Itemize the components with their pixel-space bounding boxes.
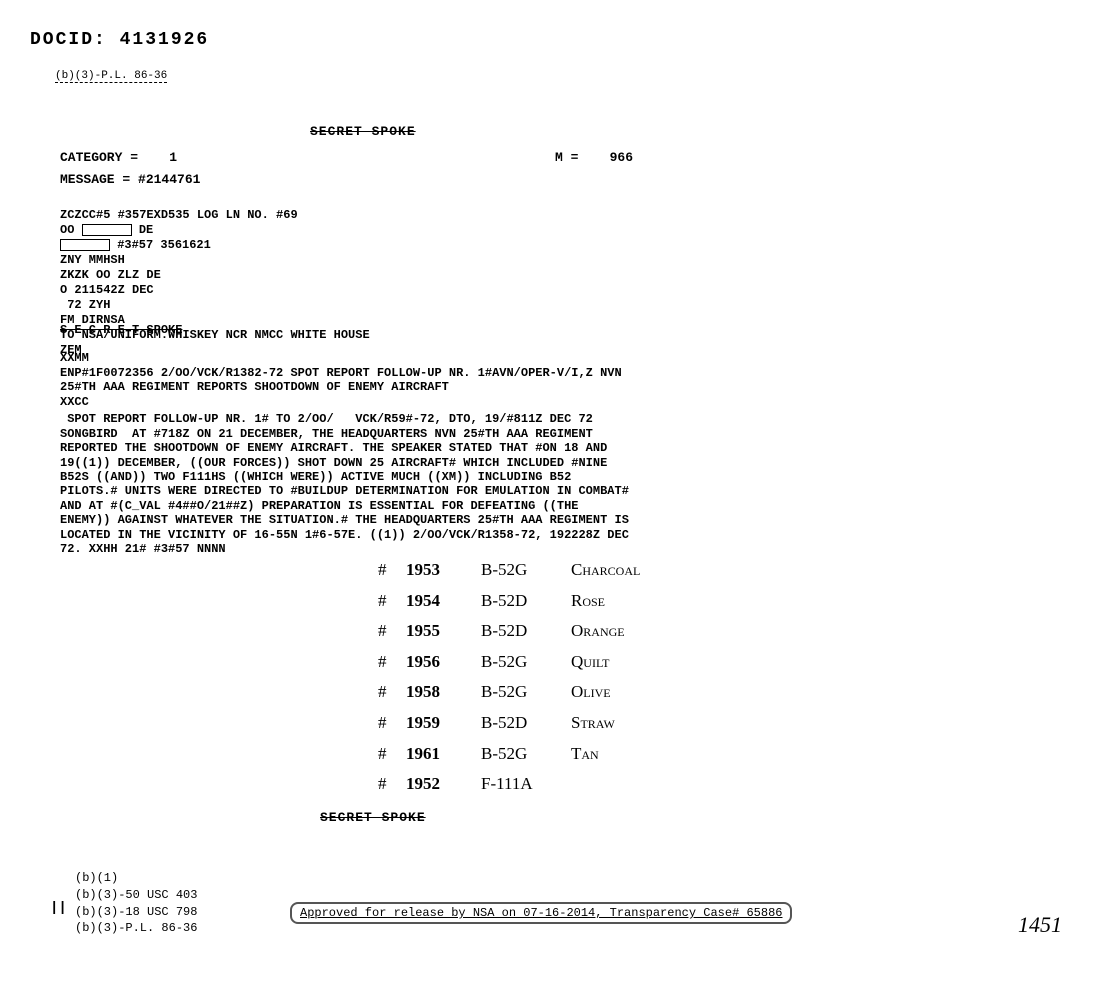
xxmm-line: XXMM [60, 351, 89, 365]
list-item: # 1959 B-52D Straw [378, 708, 640, 739]
list-item: # 1953 B-52G Charcoal [378, 555, 640, 586]
aircraft-model: B-52D [481, 586, 571, 617]
hash-mark: # [378, 739, 406, 770]
code-name: Charcoal [571, 555, 640, 586]
exemption-line: (b)(1) [75, 870, 197, 887]
report-line: 72. XXHH 21# #3#57 NNNN [60, 542, 226, 556]
item-number: 1958 [406, 677, 481, 708]
message-value: #2144761 [138, 172, 200, 187]
item-number: 1954 [406, 586, 481, 617]
category-field: CATEGORY = 1 [60, 150, 177, 165]
code-name: Orange [571, 616, 625, 647]
classification-bottom: SECRET SPOKE [320, 810, 426, 825]
item-number: 1953 [406, 555, 481, 586]
hash-mark: # [378, 677, 406, 708]
hash-mark: # [378, 586, 406, 617]
approval-stamp: Approved for release by NSA on 07-16-201… [290, 902, 792, 924]
item-number: 1959 [406, 708, 481, 739]
list-item: # 1961 B-52G Tan [378, 739, 640, 770]
category-value: 1 [169, 150, 177, 165]
list-item: # 1956 B-52G Quilt [378, 647, 640, 678]
item-number: 1961 [406, 739, 481, 770]
message-label: MESSAGE = [60, 172, 130, 187]
routing-line: 72 ZYH [60, 298, 110, 312]
routing-line: OO [60, 223, 74, 237]
aircraft-model: B-52G [481, 739, 571, 770]
tick-marks: || [50, 900, 67, 916]
code-name: Quilt [571, 647, 610, 678]
routing-line: ZCZCC#5 #357EXD535 LOG LN NO. #69 [60, 208, 298, 222]
item-number: 1952 [406, 769, 481, 800]
aircraft-model: B-52G [481, 555, 571, 586]
code-name: Straw [571, 708, 615, 739]
report-line: SPOT REPORT FOLLOW-UP NR. 1# TO 2/OO/ VC… [60, 412, 593, 426]
doc-id: DOCID: 4131926 [30, 30, 209, 50]
exemption-line: (b)(3)-18 USC 798 [75, 904, 197, 921]
top-redaction-label: (b)(3)-P.L. 86-36 [55, 70, 167, 83]
code-name: Tan [571, 739, 599, 770]
xxmm-line: ENP#1F0072356 2/OO/VCK/R1382-72 SPOT REP… [60, 366, 622, 380]
list-item: # 1954 B-52D Rose [378, 586, 640, 617]
aircraft-model: B-52G [481, 647, 571, 678]
hash-mark: # [378, 708, 406, 739]
routing-line: DE [139, 223, 153, 237]
hash-mark: # [378, 616, 406, 647]
exemptions-block: (b)(1) (b)(3)-50 USC 403 (b)(3)-18 USC 7… [75, 870, 197, 937]
list-item: # 1955 B-52D Orange [378, 616, 640, 647]
exemption-line: (b)(3)-P.L. 86-36 [75, 920, 197, 937]
report-line: ENEMY)) AGAINST WHATEVER THE SITUATION.#… [60, 513, 629, 527]
aircraft-model: B-52D [481, 616, 571, 647]
m-field: M = 966 [555, 150, 633, 165]
hash-mark: # [378, 769, 406, 800]
hash-mark: # [378, 647, 406, 678]
code-name: Olive [571, 677, 611, 708]
report-line: SONGBIRD AT #718Z ON 21 DECEMBER, THE HE… [60, 427, 593, 441]
routing-line: ZNY MMHSH [60, 253, 125, 267]
routing-line: #3#57 3561621 [117, 238, 211, 252]
report-line: REPORTED THE SHOOTDOWN OF ENEMY AIRCRAFT… [60, 441, 607, 455]
redaction-box [82, 224, 132, 236]
report-line: LOCATED IN THE VICINITY OF 16-55N 1#6-57… [60, 528, 629, 542]
m-label: M = [555, 150, 578, 165]
xxmm-line: 25#TH AAA REGIMENT REPORTS SHOOTDOWN OF … [60, 380, 449, 394]
code-name: Rose [571, 586, 605, 617]
item-number: 1956 [406, 647, 481, 678]
report-line: PILOTS.# UNITS WERE DIRECTED TO #BUILDUP… [60, 484, 629, 498]
report-line: B52S ((AND)) TWO F111HS ((WHICH WERE)) A… [60, 470, 571, 484]
classification-strike: S E C R E T SPOKE [60, 323, 182, 337]
item-number: 1955 [406, 616, 481, 647]
classification-top: SECRET SPOKE [310, 124, 416, 139]
routing-line: O 211542Z DEC [60, 283, 154, 297]
list-item: # 1958 B-52G Olive [378, 677, 640, 708]
routing-line: ZKZK OO ZLZ DE [60, 268, 161, 282]
aircraft-model: B-52D [481, 708, 571, 739]
handwritten-aircraft-list: # 1953 B-52G Charcoal # 1954 B-52D Rose … [378, 555, 640, 800]
page-number: 1451 [1018, 912, 1062, 938]
aircraft-model: B-52G [481, 677, 571, 708]
category-label: CATEGORY = [60, 150, 138, 165]
redaction-box [60, 239, 110, 251]
report-body: SPOT REPORT FOLLOW-UP NR. 1# TO 2/OO/ VC… [60, 398, 629, 556]
message-field: MESSAGE = #2144761 [60, 172, 200, 187]
aircraft-model: F-111A [481, 769, 571, 800]
exemption-line: (b)(3)-50 USC 403 [75, 887, 197, 904]
report-line: 19((1)) DECEMBER, ((OUR FORCES)) SHOT DO… [60, 456, 607, 470]
hash-mark: # [378, 555, 406, 586]
report-line: AND AT #(C_VAL #4##O/21##Z) PREPARATION … [60, 499, 578, 513]
list-item: # 1952 F-111A [378, 769, 640, 800]
m-value: 966 [610, 150, 633, 165]
